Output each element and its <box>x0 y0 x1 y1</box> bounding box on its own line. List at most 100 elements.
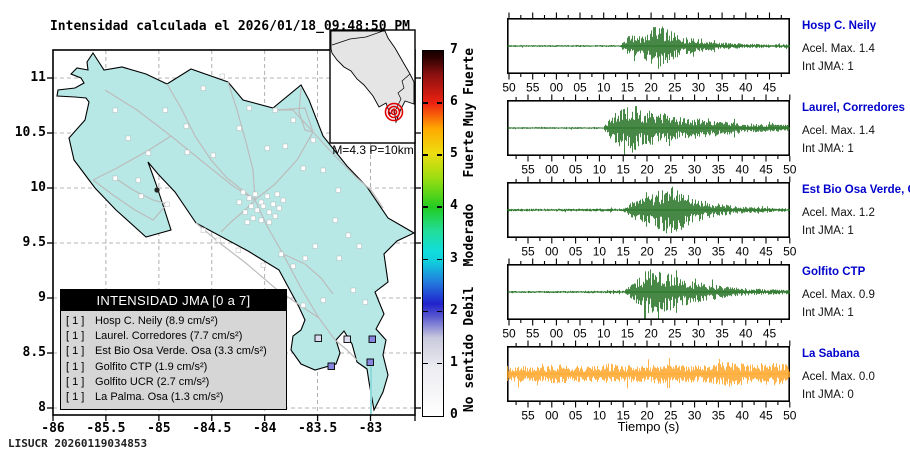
lat-tick-label: 9 <box>38 290 46 305</box>
station-marker <box>270 201 276 207</box>
top-tick-marks <box>515 176 791 182</box>
colorbar-tick-label: 5 <box>450 146 458 162</box>
time-tick-label: 05 <box>569 245 583 259</box>
legend-entry-station: Hosp C. Neily (8.9 cm/s²) <box>92 315 218 327</box>
time-tick-label: 25 <box>668 327 682 341</box>
time-tick-label: 20 <box>644 81 658 95</box>
station-marker <box>112 107 118 113</box>
station-marker <box>335 187 341 193</box>
colorbar-tick-label: 2 <box>450 302 458 318</box>
station-marker <box>200 227 206 233</box>
time-tick-label: 35 <box>712 163 726 177</box>
station-marker <box>276 205 282 211</box>
lat-tick-label: 10.5 <box>14 125 46 140</box>
lon-tick-label: -83 <box>358 421 383 436</box>
station-name: Hosp C. Neily <box>802 20 877 32</box>
time-tick-label: 00 <box>550 81 564 95</box>
time-tick-label: 10 <box>593 409 607 423</box>
legend-entry: [ 1 ] La Palma. Osa (1.3 cm/s²) <box>66 390 281 405</box>
time-tick-label: 25 <box>664 409 678 423</box>
station-marker <box>332 217 338 223</box>
station-max-accel: Acel. Max. 1.4 <box>802 125 875 137</box>
road-line <box>92 135 172 181</box>
time-tick-label: 30 <box>688 409 702 423</box>
road-line <box>282 253 334 295</box>
inset-border-panama <box>395 73 411 110</box>
station-marker <box>235 247 241 253</box>
colorbar-tick <box>437 362 442 365</box>
road-line <box>254 199 336 341</box>
colorbar-tick <box>437 154 442 156</box>
intensity-station-marker <box>368 335 376 343</box>
station-name: Laurel, Corredores <box>802 102 905 114</box>
legend-entry-intensity: [ 1 ] <box>66 330 85 343</box>
station-marker <box>362 299 368 305</box>
time-tick-label: 40 <box>739 81 753 95</box>
station-jma-intensity: Int JMA: 1 <box>802 143 854 155</box>
station-max-accel: Acel. Max. 1.2 <box>802 207 875 219</box>
page-title: Intensidad calculada el 2026/01/18_09:48… <box>49 19 411 34</box>
road-line <box>166 83 256 201</box>
bottom-tick-marks <box>508 74 782 80</box>
intensity-station-marker <box>327 362 335 370</box>
time-tick-label: 50 <box>502 327 516 341</box>
station-marker <box>300 165 306 171</box>
lat-tick-label: 8.5 <box>22 345 46 360</box>
lat-tick-label: 10 <box>30 180 46 195</box>
road-line <box>92 179 168 221</box>
time-tick-label: 30 <box>692 81 706 95</box>
lat-tick-label: 11 <box>30 70 46 85</box>
time-axis-label: Tiempo (s) <box>617 419 680 434</box>
intensity-station-marker <box>366 358 374 366</box>
station-jma-intensity: Int JMA: 1 <box>802 225 854 237</box>
station-max-accel: Acel. Max. 0.9 <box>802 289 875 301</box>
colorbar-tick-label: 4 <box>450 198 458 214</box>
time-tick-label: 25 <box>668 81 682 95</box>
station-marker <box>290 117 296 123</box>
lon-tick-label: -84.5 <box>192 421 232 436</box>
road-line <box>275 109 314 133</box>
station-marker <box>246 105 252 111</box>
intensity-station-marker <box>314 334 322 342</box>
waveform-svg: 50 55 00 05 10 15 20 25 30 35 40 45 <box>502 258 790 341</box>
waveform-svg: 55 00 05 10 15 20 25 30 35 40 45 50 <box>507 340 797 423</box>
time-tick-label: 25 <box>664 163 678 177</box>
station-marker <box>302 255 308 261</box>
time-tick-label: 55 <box>526 327 540 341</box>
station-marker <box>345 232 351 238</box>
waveform-panel-2: 55 00 05 10 15 20 25 30 35 40 45 50 <box>507 94 807 178</box>
time-tick-label: 10 <box>593 163 607 177</box>
inset-border-nicaragua <box>331 30 384 46</box>
waveform-trace <box>507 269 790 319</box>
colorbar-tick <box>437 310 442 313</box>
station-max-accel: Acel. Max. 0.0 <box>802 371 875 383</box>
station-marker <box>240 189 246 195</box>
station-marker <box>125 135 131 141</box>
station-marker <box>246 195 252 201</box>
time-tick-label: 05 <box>573 81 587 95</box>
legend-entry-station: La Palma. Osa (1.3 cm/s²) <box>92 391 224 404</box>
time-tick-label: 10 <box>597 81 611 95</box>
time-tick-label: 35 <box>715 327 729 341</box>
epicenter-inset-map <box>329 29 416 144</box>
time-tick-label: 15 <box>617 163 631 177</box>
station-marker <box>320 167 326 173</box>
time-tick-label: 40 <box>739 327 753 341</box>
road-line <box>227 81 256 201</box>
station-marker <box>260 203 266 209</box>
station-marker <box>274 191 280 197</box>
colorbar-tick-label: 3 <box>450 250 458 266</box>
colorbar-tick <box>423 258 428 260</box>
station-jma-intensity: Int JMA: 1 <box>802 61 854 73</box>
colorbar-tick <box>437 102 442 104</box>
legend-entry: [ 1 ] Hosp C. Neily (8.9 cm/s²) <box>66 314 281 329</box>
station-marker <box>112 175 118 181</box>
time-tick-label: 10 <box>597 327 611 341</box>
waveform-trace <box>507 358 790 389</box>
time-tick-label: 20 <box>640 409 654 423</box>
station-marker <box>236 125 242 131</box>
station-marker <box>183 123 189 129</box>
time-tick-label: 45 <box>763 327 777 341</box>
time-tick-label: 15 <box>617 245 631 259</box>
time-tick-label: 50 <box>502 81 516 95</box>
